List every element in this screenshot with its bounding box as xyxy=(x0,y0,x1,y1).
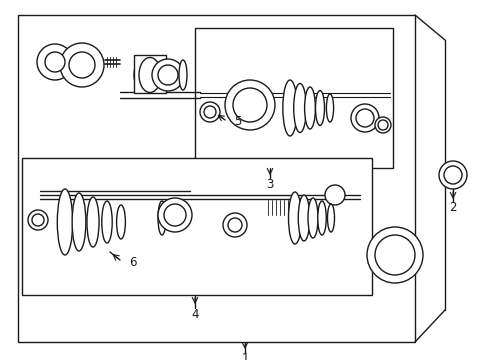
Circle shape xyxy=(45,52,65,72)
Ellipse shape xyxy=(288,192,301,244)
Ellipse shape xyxy=(317,201,325,235)
Circle shape xyxy=(32,214,44,226)
Bar xyxy=(134,55,165,93)
Circle shape xyxy=(224,80,274,130)
Circle shape xyxy=(232,88,266,122)
Circle shape xyxy=(203,106,216,118)
Circle shape xyxy=(223,213,246,237)
Circle shape xyxy=(152,59,183,91)
Ellipse shape xyxy=(179,60,186,90)
Ellipse shape xyxy=(282,80,297,136)
Polygon shape xyxy=(22,158,371,295)
Ellipse shape xyxy=(87,197,99,247)
Ellipse shape xyxy=(325,94,333,122)
Circle shape xyxy=(443,166,461,184)
Ellipse shape xyxy=(139,58,161,93)
Circle shape xyxy=(37,44,73,80)
Text: 5: 5 xyxy=(234,116,241,129)
Ellipse shape xyxy=(72,193,86,251)
Text: 2: 2 xyxy=(448,202,456,215)
Ellipse shape xyxy=(57,189,73,255)
Circle shape xyxy=(325,185,345,205)
Ellipse shape xyxy=(307,198,317,238)
Circle shape xyxy=(438,161,466,189)
Text: 1: 1 xyxy=(241,351,248,360)
Circle shape xyxy=(158,65,178,85)
Circle shape xyxy=(350,104,378,132)
Ellipse shape xyxy=(298,195,309,241)
Circle shape xyxy=(377,120,387,130)
Ellipse shape xyxy=(116,205,125,239)
Circle shape xyxy=(355,109,373,127)
Text: 6: 6 xyxy=(129,256,137,270)
Ellipse shape xyxy=(327,204,334,232)
Circle shape xyxy=(163,204,185,226)
Ellipse shape xyxy=(158,201,165,235)
Ellipse shape xyxy=(315,90,324,126)
Circle shape xyxy=(200,102,220,122)
Polygon shape xyxy=(195,28,392,168)
Ellipse shape xyxy=(102,201,112,243)
Ellipse shape xyxy=(134,58,156,93)
Circle shape xyxy=(366,227,422,283)
Circle shape xyxy=(69,52,95,78)
Circle shape xyxy=(227,218,242,232)
Circle shape xyxy=(374,117,390,133)
Circle shape xyxy=(28,210,48,230)
Circle shape xyxy=(158,198,192,232)
Text: 3: 3 xyxy=(266,179,273,192)
Circle shape xyxy=(374,235,414,275)
Ellipse shape xyxy=(293,84,305,132)
Ellipse shape xyxy=(304,87,315,129)
Text: 4: 4 xyxy=(191,307,198,320)
Polygon shape xyxy=(18,15,414,342)
Circle shape xyxy=(60,43,104,87)
